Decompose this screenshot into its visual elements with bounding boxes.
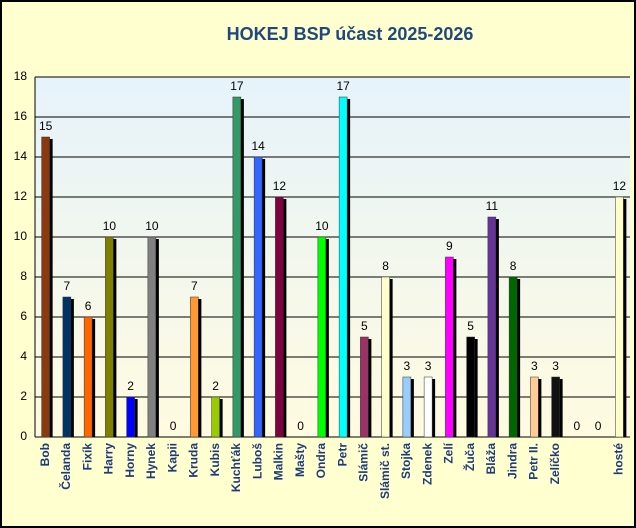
data-label: 14 <box>251 139 265 153</box>
x-tick-label: Bob <box>38 443 52 466</box>
data-label: 0 <box>170 419 177 433</box>
x-tick-label: Jindra <box>505 443 519 479</box>
data-label: 2 <box>127 379 134 393</box>
bar <box>317 236 327 438</box>
data-label: 5 <box>361 319 368 333</box>
y-tick-label: 16 <box>14 109 28 123</box>
bar <box>487 216 497 438</box>
bar <box>232 96 242 438</box>
x-tick-label: Harry <box>102 443 116 475</box>
x-tick-label: Žuča <box>462 443 477 471</box>
data-label: 8 <box>510 259 517 273</box>
y-tick-label: 6 <box>20 309 27 323</box>
data-label: 3 <box>404 359 411 373</box>
x-tick-label: Kuchťák <box>229 443 243 492</box>
data-label: 3 <box>552 359 559 373</box>
bar <box>445 256 454 438</box>
bar <box>466 336 475 438</box>
x-tick-label: Zelíčko <box>548 443 562 484</box>
bar <box>551 376 560 438</box>
data-label: 3 <box>425 359 432 373</box>
x-tick-label: Zdenek <box>420 443 434 485</box>
bar <box>530 376 539 438</box>
chart-title: HOKEJ BSP účast 2025-2026 <box>227 24 474 44</box>
bar <box>615 196 624 438</box>
bar <box>147 236 157 438</box>
x-tick-label: Petr II. <box>527 443 541 480</box>
data-label: 12 <box>273 179 287 193</box>
data-label: 10 <box>315 219 329 233</box>
y-tick-label: 4 <box>20 349 27 363</box>
data-label: 7 <box>64 279 71 293</box>
data-label: 10 <box>103 219 117 233</box>
data-label: 17 <box>230 79 244 93</box>
data-label: 6 <box>85 299 92 313</box>
data-label: 0 <box>574 419 581 433</box>
y-tick-label: 10 <box>14 229 28 243</box>
bar <box>105 236 114 438</box>
data-label: 12 <box>613 179 627 193</box>
x-tick-label: Kruda <box>187 443 201 478</box>
bar <box>275 196 284 438</box>
x-tick-label: Slámič st. <box>378 443 392 499</box>
bar <box>402 376 412 438</box>
bar <box>41 136 50 438</box>
x-tick-label: Slámič <box>357 443 371 482</box>
bar <box>253 156 263 438</box>
x-tick-label: hosté <box>612 443 626 475</box>
x-tick-label: Luboš <box>250 443 264 479</box>
data-label: 15 <box>39 119 53 133</box>
bar <box>126 396 135 438</box>
data-label: 0 <box>595 419 602 433</box>
y-tick-label: 12 <box>14 189 28 203</box>
y-tick-label: 0 <box>20 429 27 443</box>
x-tick-label: Stojka <box>399 443 413 479</box>
data-label: 3 <box>531 359 538 373</box>
x-tick-label: Zelí <box>442 442 456 463</box>
bar <box>83 316 93 438</box>
bar <box>508 276 518 438</box>
x-tick-label: Ondra <box>314 443 328 479</box>
y-tick-label: 2 <box>20 389 27 403</box>
bar <box>381 276 390 438</box>
bar <box>423 376 433 438</box>
data-label: 17 <box>336 79 350 93</box>
x-tick-label: Kubis <box>208 443 222 477</box>
bar <box>211 396 220 438</box>
y-tick-label: 8 <box>20 269 27 283</box>
y-tick-label: 14 <box>14 149 28 163</box>
data-label: 5 <box>467 319 474 333</box>
y-tick-label: 18 <box>14 69 28 83</box>
bar <box>338 96 348 438</box>
x-tick-label: Čelanda <box>58 443 73 490</box>
data-label: 2 <box>212 379 219 393</box>
x-tick-label: Kapii <box>165 443 179 472</box>
x-tick-label: Fixík <box>80 443 94 471</box>
x-tick-label: Bláža <box>484 443 498 475</box>
x-tick-label: Mašty <box>293 443 307 477</box>
data-label: 10 <box>145 219 159 233</box>
bar <box>360 336 369 438</box>
x-tick-label: Petr <box>335 443 349 467</box>
x-tick-label: Hynek <box>144 443 158 479</box>
x-tick-label: Malkin <box>272 443 286 480</box>
data-label: 8 <box>382 259 389 273</box>
bar <box>190 296 199 438</box>
bar <box>62 296 72 438</box>
data-label: 11 <box>486 199 499 213</box>
x-tick-label: Horny <box>123 443 137 478</box>
data-label: 9 <box>446 239 453 253</box>
data-label: 7 <box>191 279 198 293</box>
data-label: 0 <box>297 419 304 433</box>
